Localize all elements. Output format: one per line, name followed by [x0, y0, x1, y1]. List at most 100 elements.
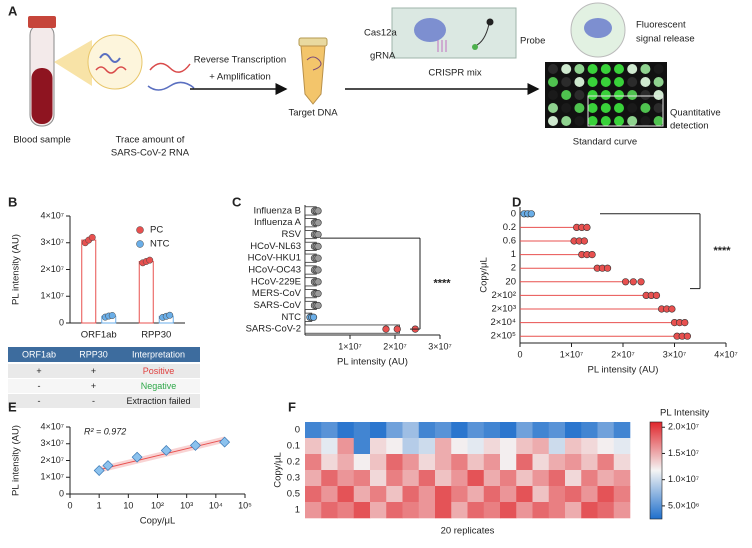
heat-cell: [402, 470, 420, 487]
label: detection: [670, 121, 709, 132]
well: [548, 90, 558, 100]
x-axis-label: PL intensity (AU): [337, 357, 408, 368]
well: [600, 103, 611, 113]
y-tick-label: 2×10⁷: [40, 264, 64, 274]
heat-cell: [613, 454, 631, 471]
y-tick-label: 2×10⁵: [491, 331, 516, 342]
heat-cell: [548, 422, 566, 439]
panel-label: B: [8, 194, 17, 209]
well: [640, 103, 651, 113]
y-tick-label: 0.3: [287, 473, 300, 484]
heat-cell: [613, 470, 631, 487]
heat-cell: [597, 454, 615, 471]
rna-circle: [87, 34, 195, 91]
heat-cell: [451, 454, 468, 471]
table-header: ORF1ab: [22, 349, 56, 359]
heat-cell: [581, 502, 598, 519]
point: [131, 451, 143, 463]
point: [393, 325, 401, 333]
well: [561, 64, 572, 74]
well: [627, 116, 638, 126]
heat-cell: [337, 486, 355, 503]
heat-cell: [532, 486, 550, 503]
well: [548, 64, 558, 74]
y-tick-label: MERS-CoV: [252, 288, 302, 299]
well: [600, 116, 611, 126]
heat-cell: [548, 454, 566, 471]
panel-label: F: [288, 399, 296, 414]
y-tick-label: 1: [295, 505, 300, 516]
well: [548, 77, 558, 87]
legend-marker: [136, 226, 144, 234]
x-tick-label: 3×10⁷: [428, 341, 452, 351]
y-tick-label: HCoV-229E: [251, 276, 301, 287]
y-tick-label: 0.2: [287, 457, 300, 468]
dna-tube: [298, 37, 328, 105]
y-tick-label: 2×10⁴: [491, 317, 516, 328]
point: [314, 242, 322, 250]
colorbar: [649, 421, 663, 520]
y-tick-label: 1: [511, 249, 516, 260]
y-tick-label: Influenza A: [254, 217, 302, 228]
heat-cell: [500, 422, 517, 439]
annotation: R² = 0.972: [84, 426, 126, 436]
heat-cell: [435, 486, 452, 503]
heat-cell: [353, 422, 371, 439]
label: Standard curve: [573, 137, 637, 148]
label: Probe: [520, 36, 545, 47]
point: [629, 278, 637, 286]
heat-cell: [565, 486, 582, 503]
y-axis-label: PL intensity (AU): [11, 234, 22, 305]
point: [309, 313, 318, 321]
well: [614, 77, 624, 87]
heat-cell: [370, 470, 387, 487]
heat-cell: [613, 422, 631, 439]
heat-cell: [500, 502, 517, 519]
heat-cell: [451, 422, 468, 439]
table-cell: Negative: [141, 381, 177, 391]
heat-cell: [565, 422, 582, 439]
point: [314, 219, 322, 227]
heat-cell: [548, 502, 566, 519]
heat-cell: [467, 502, 485, 519]
heat-cell: [337, 422, 355, 439]
colorbar-tick-label: 2.0×10⁷: [668, 422, 699, 432]
y-tick-label: 0: [295, 425, 300, 436]
heat-cell: [581, 422, 598, 439]
heat-cell: [305, 422, 322, 439]
significance: ****: [713, 245, 731, 257]
fit-line: [99, 439, 225, 471]
table-row-bg: [8, 379, 200, 393]
point: [668, 305, 676, 313]
well: [640, 64, 651, 74]
well: [561, 90, 572, 100]
heat-cell: [451, 486, 468, 503]
well: [614, 103, 624, 113]
heat-cell: [305, 438, 322, 455]
legend-label: PC: [150, 225, 163, 236]
heat-cell: [613, 438, 631, 455]
y-tick-label: HCoV-OC43: [248, 265, 301, 276]
point: [527, 210, 535, 218]
point: [683, 332, 691, 340]
table-header-bg: [8, 347, 200, 362]
heat-cell: [548, 486, 566, 503]
heat-cell: [532, 438, 550, 455]
x-tick-label: ORF1ab: [81, 330, 117, 341]
crispr-box: [391, 7, 517, 59]
point: [652, 291, 661, 300]
y-tick-label: 0.1: [287, 441, 300, 452]
well: [614, 116, 624, 126]
heat-cell: [467, 470, 485, 487]
heat-cell: [386, 438, 403, 455]
well: [614, 90, 624, 100]
label: Trace amount of: [116, 135, 185, 146]
table-cell: -: [92, 396, 95, 406]
heat-cell: [451, 470, 468, 487]
well: [627, 90, 638, 100]
well: [627, 103, 638, 113]
heat-cell: [435, 502, 452, 519]
heat-cell: [467, 454, 485, 471]
legend-label: NTC: [150, 239, 170, 250]
heat-cell: [337, 502, 355, 519]
